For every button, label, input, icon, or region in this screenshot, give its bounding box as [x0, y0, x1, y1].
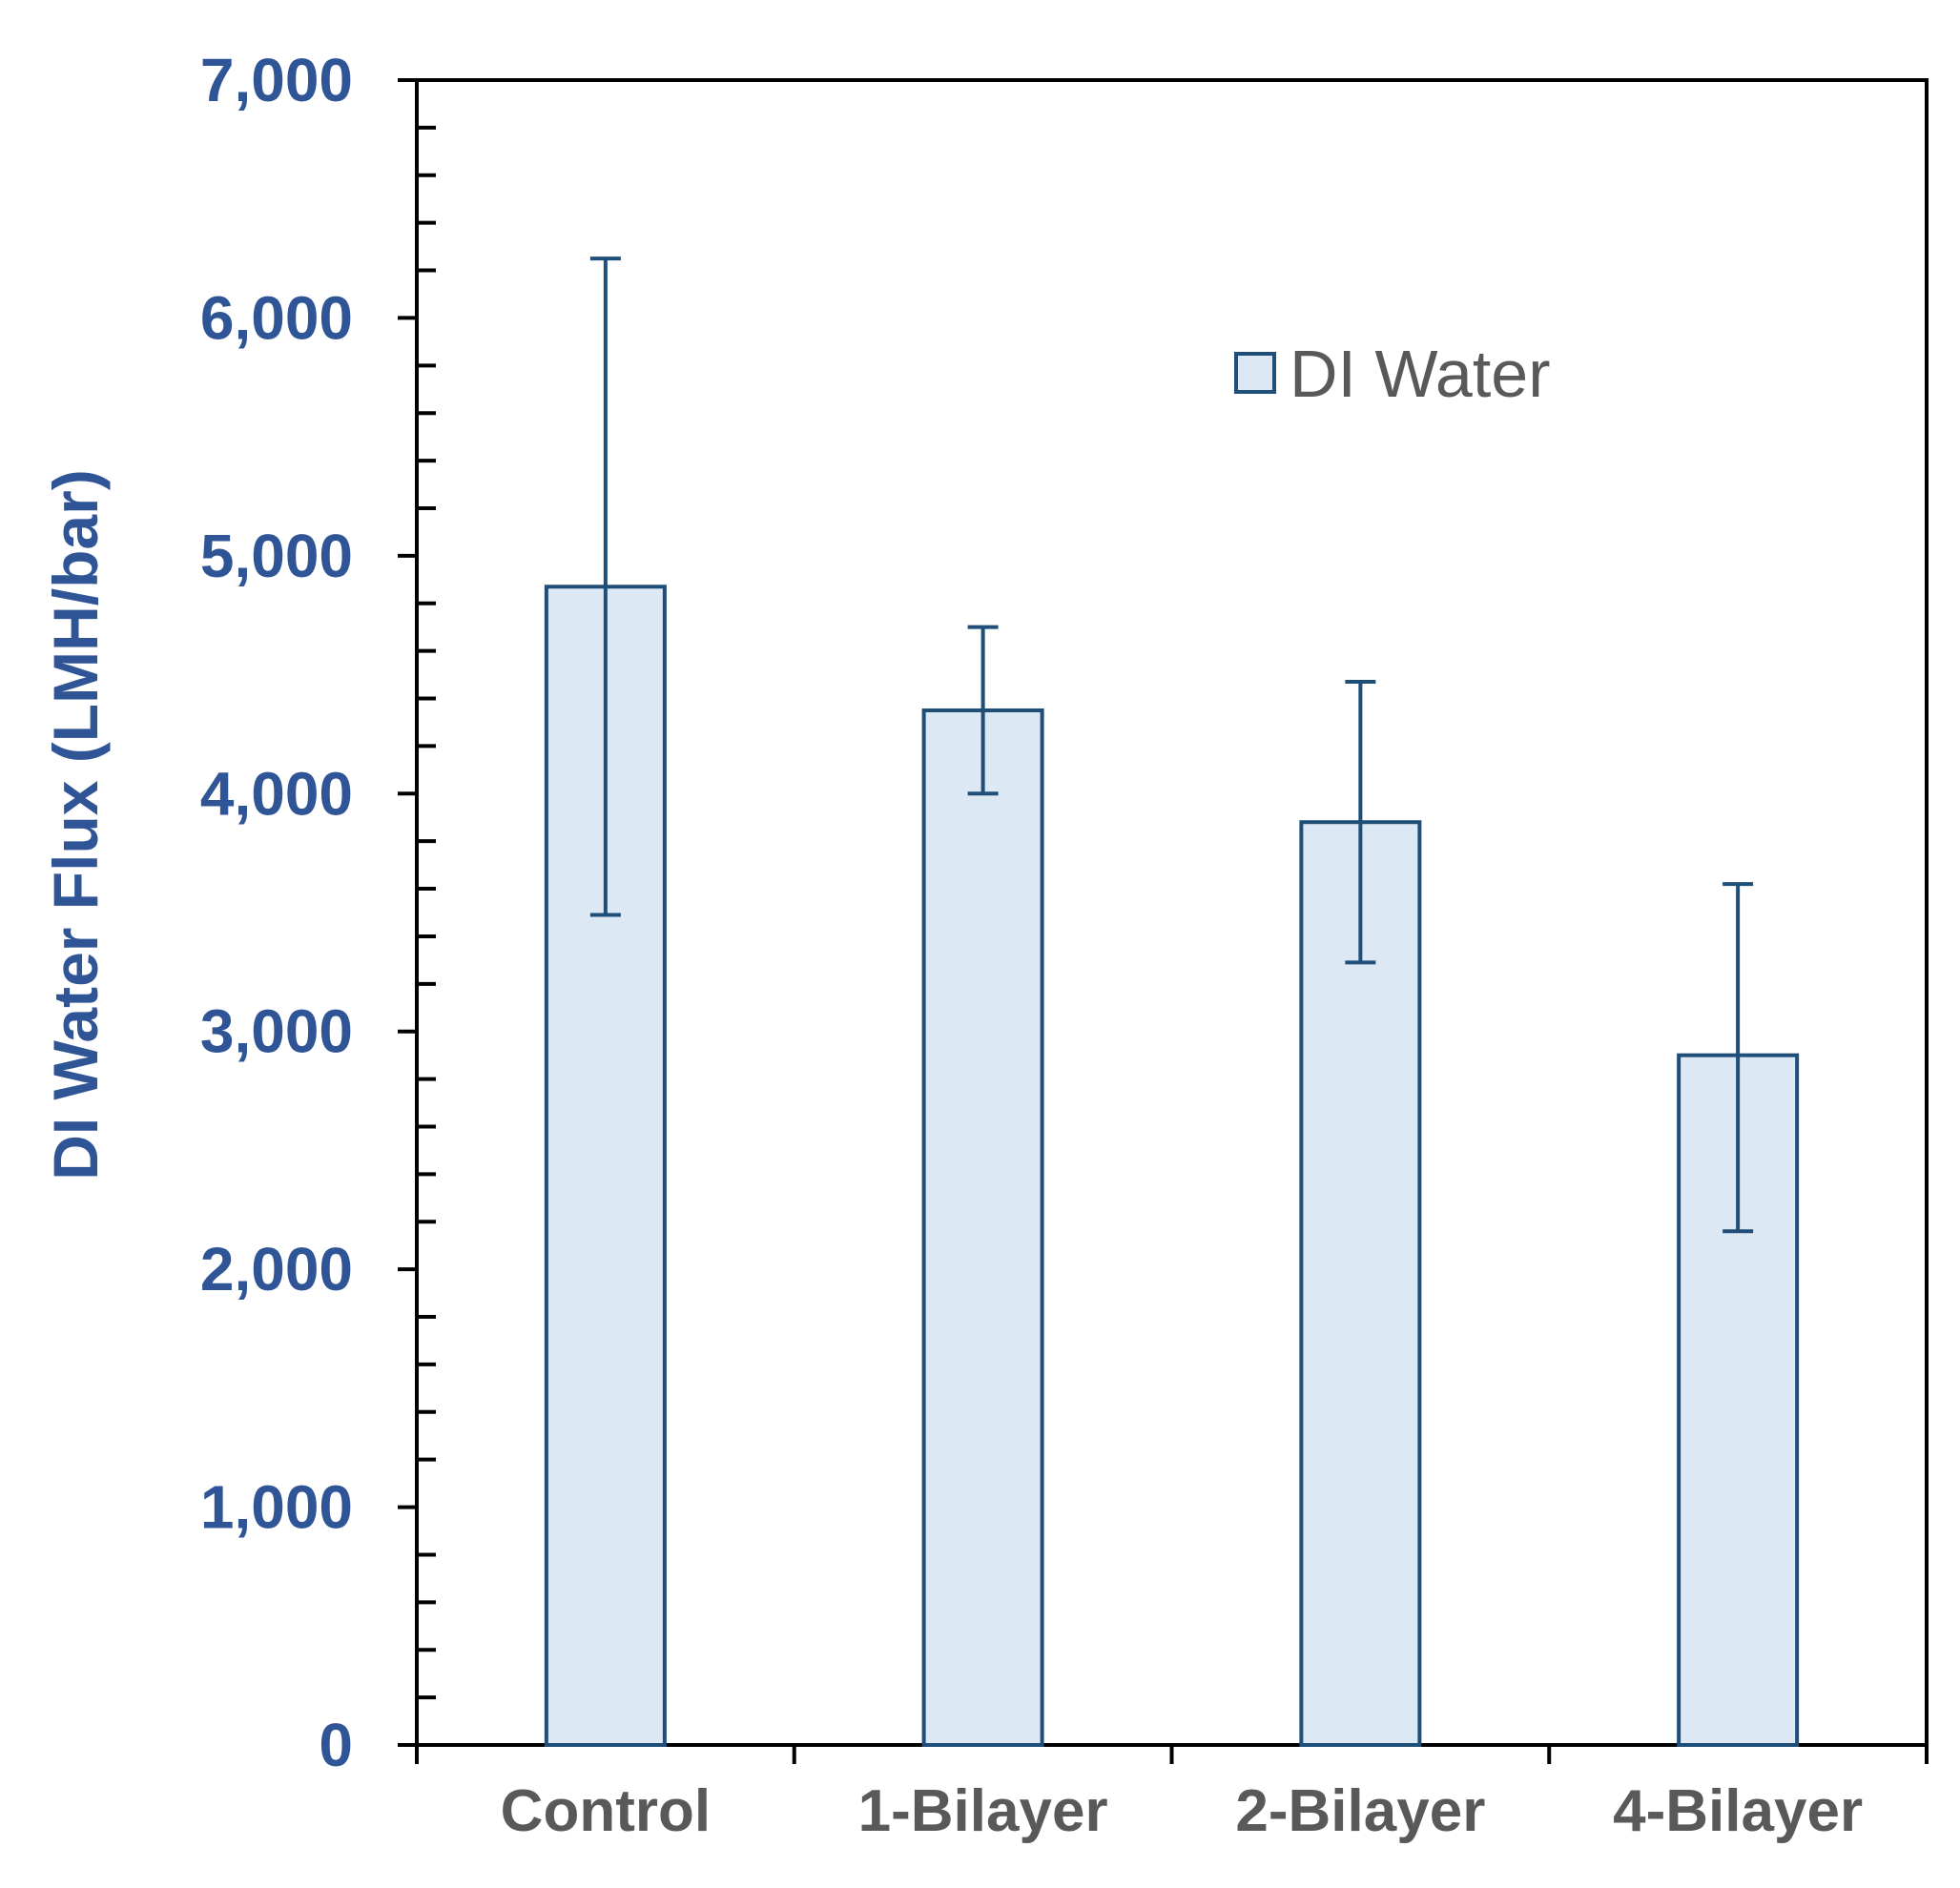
y-tick-label: 4,000: [200, 759, 353, 828]
y-tick-label: 0: [319, 1711, 353, 1779]
y-axis-title-group: DI Water Flux (LMH/bar): [40, 469, 111, 1180]
legend-swatch: [1234, 352, 1276, 394]
legend: DI Water: [1234, 337, 1551, 411]
y-tick-label: 6,000: [200, 283, 353, 352]
y-tick-label: 7,000: [200, 46, 353, 114]
y-tick-label: 2,000: [200, 1235, 353, 1303]
y-tick-label: 1,000: [200, 1473, 353, 1542]
bar: [921, 708, 1044, 1747]
legend-label: DI Water: [1289, 337, 1551, 411]
y-axis-title: DI Water Flux (LMH/bar): [40, 469, 111, 1180]
x-tick-label: 1-Bilayer: [858, 1778, 1108, 1844]
plot-area: 0 1,000 2,000 3,000 4,000 5,000 6,000 7,000 Cont…: [200, 46, 1929, 1844]
y-tick-label: 5,000: [200, 522, 353, 590]
y-tick-label: 3,000: [200, 997, 353, 1066]
bar: [1299, 820, 1422, 1747]
x-tick-label: 4-Bilayer: [1613, 1778, 1863, 1844]
x-tick-label: Control: [501, 1778, 711, 1844]
x-tick-label: 2-Bilayer: [1235, 1778, 1485, 1844]
